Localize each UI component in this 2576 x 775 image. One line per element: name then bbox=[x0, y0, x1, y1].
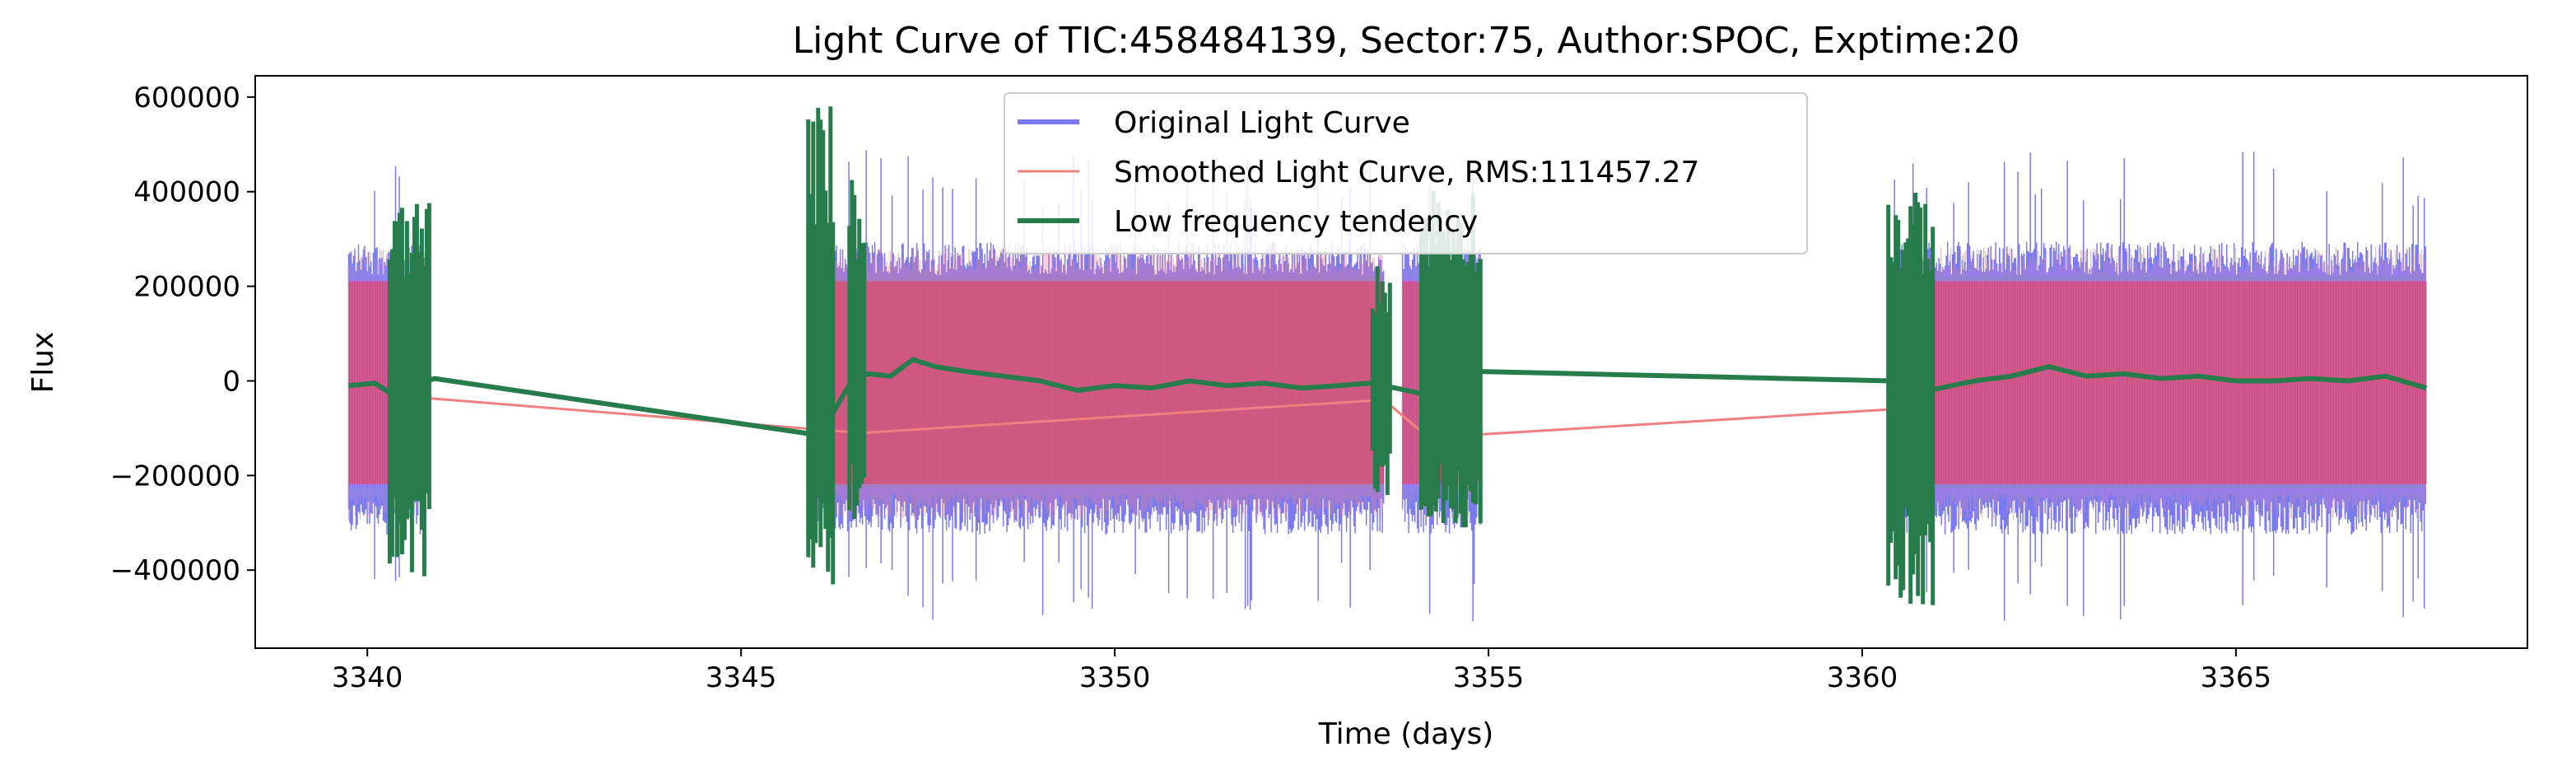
x-tick-label: 3345 bbox=[706, 661, 777, 694]
legend-label-smoothed: Smoothed Light Curve, RMS:111457.27 bbox=[1114, 156, 1699, 189]
y-tick-label: 200000 bbox=[133, 271, 240, 304]
x-tick-label: 3340 bbox=[332, 661, 403, 694]
y-tick-label: −400000 bbox=[110, 554, 240, 587]
tendency-line bbox=[348, 357, 2428, 438]
legend-label-tendency: Low frequency tendency bbox=[1114, 205, 1478, 239]
x-axis-label: Time (days) bbox=[1318, 717, 1494, 751]
legend: Original Light Curve Smoothed Light Curv… bbox=[1004, 92, 1808, 254]
y-tick-label: 400000 bbox=[133, 176, 240, 209]
x-tick-label: 3360 bbox=[1827, 661, 1898, 694]
y-tick-label: −200000 bbox=[110, 460, 240, 493]
tendency-burst-3 bbox=[847, 180, 867, 519]
legend-label-original: Original Light Curve bbox=[1114, 106, 1410, 140]
y-axis-label: Flux bbox=[26, 332, 60, 394]
x-axis: 3340 3345 3350 3355 3360 3365 bbox=[332, 648, 2271, 694]
tendency-burst-2 bbox=[806, 106, 836, 585]
chart-title: Light Curve of TIC:458484139, Sector:75,… bbox=[793, 20, 2020, 62]
legend-box bbox=[1004, 92, 1808, 254]
x-tick-label: 3355 bbox=[1453, 661, 1525, 694]
plot-frame bbox=[254, 75, 2528, 649]
plot-data bbox=[347, 106, 2428, 622]
x-tick-label: 3365 bbox=[2201, 661, 2272, 694]
x-tick-label: 3350 bbox=[1079, 661, 1151, 694]
y-tick-label: 600000 bbox=[133, 82, 240, 114]
y-axis: −400000 −200000 0 200000 400000 600000 bbox=[110, 82, 255, 587]
y-tick-label: 0 bbox=[222, 365, 240, 398]
